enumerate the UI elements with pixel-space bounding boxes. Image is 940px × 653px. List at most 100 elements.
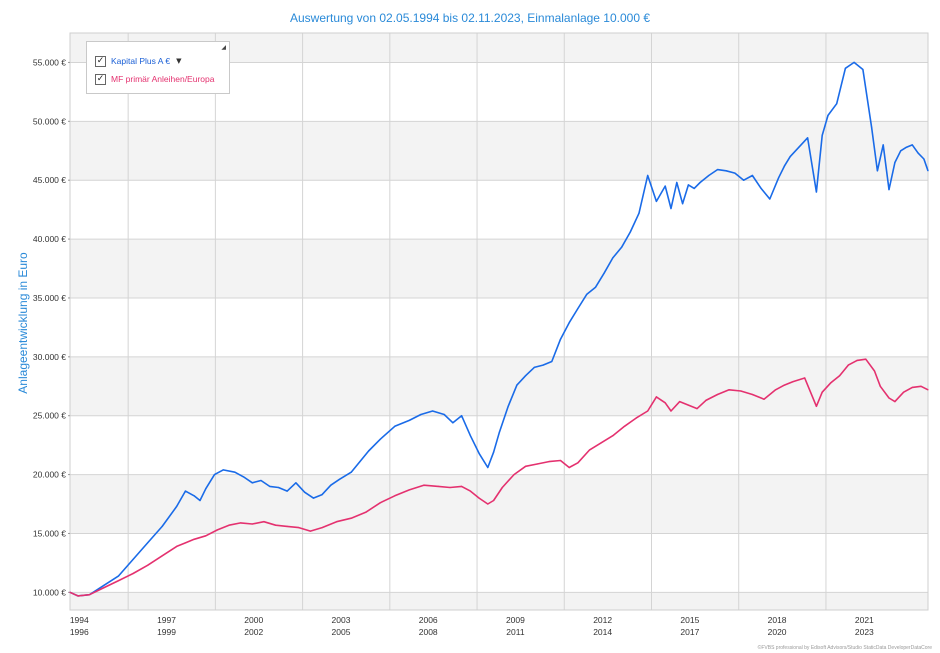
data-point	[879, 385, 881, 387]
data-point	[263, 521, 265, 523]
data-point	[321, 527, 323, 529]
data-point	[240, 522, 242, 524]
data-point	[103, 587, 105, 589]
data-point	[379, 502, 381, 504]
data-point	[589, 449, 591, 451]
data-point	[501, 486, 503, 489]
data-point	[876, 170, 879, 172]
x-tick-label: 1994	[70, 615, 89, 625]
data-point	[269, 485, 271, 487]
data-point	[873, 370, 876, 372]
legend-resize-icon[interactable]: ◢	[221, 44, 226, 51]
data-point	[469, 490, 471, 492]
legend-item-kapital-plus[interactable]: ✓ Kapital Plus A € ▼	[95, 54, 181, 68]
data-point	[275, 524, 277, 526]
data-point	[865, 358, 867, 360]
data-point	[647, 410, 649, 412]
data-point	[676, 181, 678, 184]
data-point	[743, 179, 745, 181]
x-tick-label: 1997	[157, 615, 176, 625]
data-point	[469, 435, 471, 437]
data-point	[804, 377, 806, 379]
data-point	[655, 200, 658, 202]
data-point	[856, 359, 858, 361]
data-point	[927, 389, 929, 391]
data-point	[423, 484, 425, 486]
x-tick-label: 2023	[855, 627, 874, 637]
x-tick-label: 2002	[244, 627, 263, 637]
data-point	[461, 485, 463, 487]
data-point	[277, 486, 280, 489]
data-point	[88, 594, 91, 596]
data-point	[216, 529, 218, 531]
data-point	[792, 381, 794, 383]
data-point	[286, 525, 288, 528]
data-point	[513, 474, 515, 476]
data-point	[205, 535, 207, 537]
data-point	[621, 246, 623, 248]
data-point	[670, 410, 672, 412]
data-point	[635, 417, 637, 419]
legend-label: MF primär Anleihen/Europa	[111, 74, 215, 84]
data-point	[760, 187, 762, 189]
data-point	[338, 478, 341, 480]
data-point	[705, 399, 707, 401]
data-point	[551, 360, 553, 363]
data-point	[751, 174, 754, 177]
data-point	[894, 401, 896, 403]
data-point	[118, 580, 120, 582]
data-point	[708, 174, 710, 177]
data-point	[213, 474, 216, 476]
data-point	[461, 415, 463, 417]
data-point	[228, 524, 230, 526]
data-point	[778, 177, 780, 179]
data-point	[577, 462, 579, 464]
data-point	[251, 523, 253, 525]
data-point	[103, 584, 105, 586]
x-tick-label: 2005	[332, 627, 351, 637]
x-tick-label: 2000	[244, 615, 263, 625]
data-point	[821, 134, 823, 136]
data-point	[623, 425, 626, 427]
x-tick-label: 2014	[593, 627, 612, 637]
chevron-down-icon[interactable]: ▼	[176, 57, 182, 65]
data-point	[603, 272, 605, 274]
data-point	[321, 494, 323, 496]
data-point	[844, 67, 847, 69]
x-tick-label: 2008	[419, 627, 438, 637]
checkbox-checked-icon[interactable]: ✓	[95, 73, 106, 85]
data-point	[830, 382, 832, 384]
data-point	[699, 181, 701, 184]
data-point	[69, 591, 71, 593]
data-point	[638, 212, 640, 214]
data-point	[432, 410, 434, 412]
y-tick-label: 45.000 €	[33, 175, 66, 185]
data-point	[452, 422, 454, 424]
data-point	[147, 564, 149, 566]
data-point	[927, 170, 929, 172]
checkbox-checked-icon[interactable]: ✓	[95, 55, 106, 67]
data-point	[542, 364, 544, 366]
data-point	[359, 461, 361, 463]
legend-item-mf-anleihen[interactable]: ✓ MF primär Anleihen/Europa	[95, 72, 214, 86]
data-point	[568, 322, 570, 324]
x-tick-label: 1999	[157, 627, 176, 637]
data-point	[147, 542, 149, 544]
data-point	[132, 558, 134, 561]
data-point	[243, 476, 245, 478]
data-point	[655, 396, 658, 398]
data-point	[260, 479, 262, 482]
data-point	[394, 495, 396, 497]
data-point	[894, 161, 896, 164]
data-point	[350, 471, 352, 473]
data-point	[443, 413, 445, 416]
data-point	[871, 126, 873, 128]
data-point	[853, 61, 855, 64]
data-point	[888, 397, 890, 399]
data-point	[917, 152, 919, 154]
data-point	[516, 384, 518, 386]
data-point	[679, 401, 681, 403]
data-point	[839, 375, 841, 377]
y-tick-label: 15.000 €	[33, 528, 66, 538]
data-point	[295, 482, 297, 484]
